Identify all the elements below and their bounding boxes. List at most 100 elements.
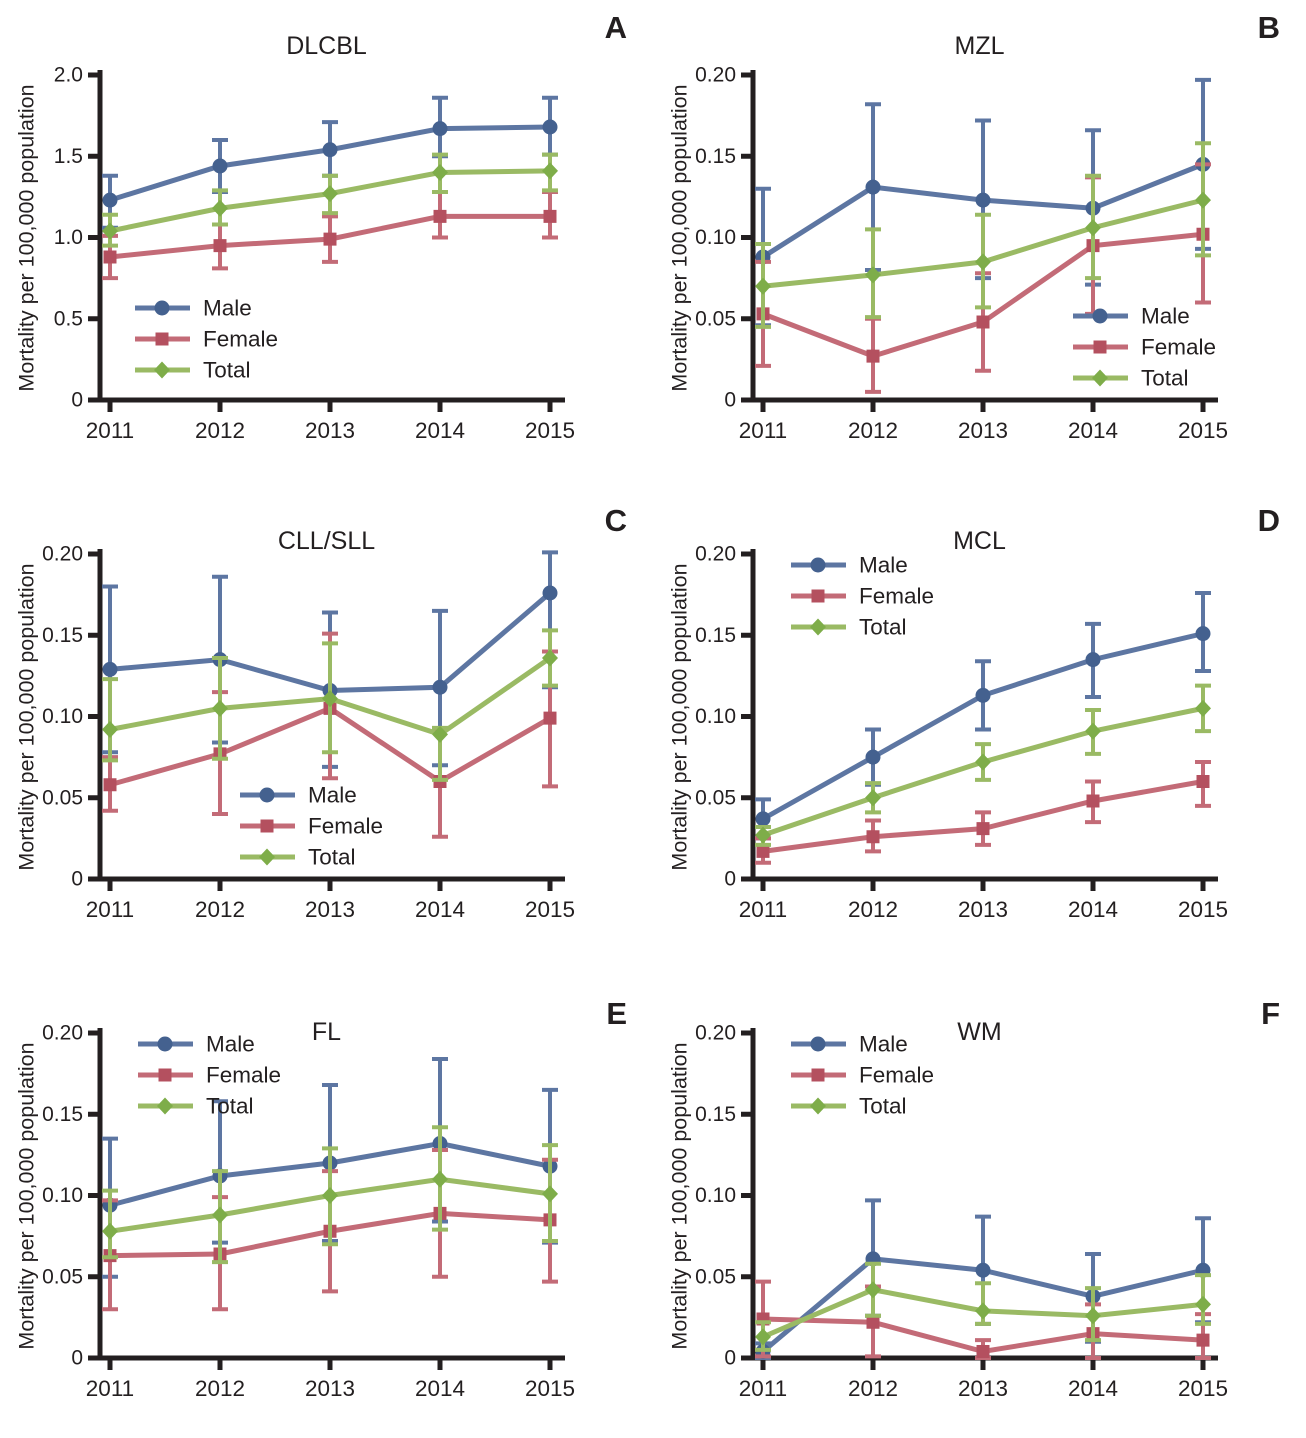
panel-wm: 0 0.05 0.10 0.15 0.20 2011 2012 2013 2014 2015 Mal… xyxy=(653,958,1306,1437)
x-tick-label: 2015 xyxy=(1178,897,1228,922)
x-tick-label: 2012 xyxy=(195,897,245,922)
marker-circle xyxy=(432,121,448,137)
marker-diamond xyxy=(1085,1307,1101,1325)
marker-square xyxy=(260,819,274,833)
marker-circle xyxy=(102,192,118,208)
y-axis-label: Mortality per 100,000 population xyxy=(667,1042,692,1350)
marker-diamond xyxy=(212,699,228,717)
y-axis-label: Mortality per 100,000 population xyxy=(667,563,692,871)
legend-label: Male xyxy=(308,783,357,808)
legend: Male Female Total xyxy=(138,1032,281,1119)
marker-square xyxy=(976,822,990,836)
x-tick-label: 2014 xyxy=(415,418,465,443)
x-tick-label: 2015 xyxy=(525,1376,575,1401)
legend-marker-male xyxy=(154,300,170,316)
marker-square xyxy=(1093,340,1107,354)
legend-label: Male xyxy=(1141,304,1190,329)
marker-square xyxy=(543,711,557,725)
marker-circle xyxy=(810,1036,826,1052)
legend-label: Female xyxy=(1141,335,1216,360)
panel-cll-sll: 0 0.05 0.10 0.15 0.20 2011 2012 2013 2014 2015 Mal… xyxy=(0,479,653,958)
legend-marker-female xyxy=(158,1068,172,1082)
panel-title: FL xyxy=(311,1018,342,1046)
marker-square xyxy=(976,1345,990,1358)
x-tick-label: 2015 xyxy=(1178,418,1228,443)
legend-marker-total xyxy=(259,848,275,866)
marker-circle xyxy=(259,787,275,803)
y-tick-label: 0.20 xyxy=(695,64,736,87)
marker-diamond xyxy=(102,222,118,240)
marker-square xyxy=(866,830,880,844)
legend-marker-male xyxy=(1092,308,1108,324)
legend-label: Female xyxy=(203,327,278,352)
marker-diamond xyxy=(1092,369,1108,387)
marker-square xyxy=(155,332,169,346)
x-tick-label: 2013 xyxy=(305,1376,355,1401)
x-tick-label: 2013 xyxy=(305,897,355,922)
marker-square xyxy=(756,844,770,858)
marker-circle xyxy=(432,679,448,695)
marker-circle xyxy=(1195,626,1211,642)
x-tick-label: 2013 xyxy=(958,1376,1008,1401)
panel-letter: F xyxy=(1261,996,1280,1031)
series-markers-total xyxy=(102,649,558,743)
panel-mzl: 0 0.05 0.10 0.15 0.20 2011 2012 2013 2014 2015 Mal… xyxy=(653,0,1306,479)
series-markers-female xyxy=(103,209,557,264)
marker-diamond xyxy=(157,1097,173,1115)
x-tick-label: 2012 xyxy=(848,418,898,443)
y-axis-label: Mortality per 100,000 population xyxy=(14,84,39,392)
x-tick-label: 2011 xyxy=(86,418,134,443)
legend-label: Total xyxy=(1141,366,1189,391)
x-tick-label: 2011 xyxy=(739,897,787,922)
legend-label: Total xyxy=(308,845,356,870)
marker-diamond xyxy=(865,266,881,284)
marker-diamond xyxy=(975,1302,991,1320)
legend: Male Female Total xyxy=(791,553,934,640)
legend-marker-female xyxy=(811,589,825,603)
marker-diamond xyxy=(432,725,448,743)
panel-wm-chart: 0 0.05 0.10 0.15 0.20 2011 2012 2013 2014 2015 Mal… xyxy=(695,1022,1228,1402)
marker-diamond xyxy=(212,1206,228,1224)
legend-marker-male xyxy=(259,787,275,803)
panel-cll-sll-chart: 0 0.05 0.10 0.15 0.20 2011 2012 2013 2014 2015 Mal… xyxy=(42,543,575,923)
marker-square xyxy=(1196,775,1210,788)
x-tick-label: 2014 xyxy=(415,1376,465,1401)
marker-square xyxy=(323,232,337,246)
axes xyxy=(741,70,1218,412)
series-markers-total xyxy=(102,1170,558,1240)
marker-circle xyxy=(975,687,991,703)
series-markers-total xyxy=(755,1281,1211,1346)
panel-fl-chart: 0 0.05 0.10 0.15 0.20 2011 2012 2013 2014 2015 Mal… xyxy=(42,1022,575,1402)
x-tick-label: 2013 xyxy=(305,418,355,443)
marker-diamond xyxy=(810,1097,826,1115)
legend-marker-male xyxy=(157,1036,173,1052)
marker-square xyxy=(433,209,447,223)
legend-label: Total xyxy=(859,615,907,640)
legend-label: Female xyxy=(308,814,383,839)
legend-marker-total xyxy=(810,618,826,636)
axes xyxy=(88,70,565,412)
marker-square xyxy=(1086,794,1100,808)
panel-title: MCL xyxy=(953,527,1006,555)
marker-diamond xyxy=(755,826,771,844)
marker-square xyxy=(103,778,117,792)
y-tick-label: 0.05 xyxy=(695,786,736,809)
marker-square xyxy=(158,1068,172,1082)
marker-square xyxy=(866,1315,880,1329)
marker-circle xyxy=(810,557,826,573)
panel-title: WM xyxy=(957,1018,1002,1046)
y-tick-label: 0.15 xyxy=(695,624,736,647)
marker-diamond xyxy=(542,162,558,180)
y-tick-label: 0.10 xyxy=(42,1184,83,1207)
marker-diamond xyxy=(1195,191,1211,209)
x-tick-label: 2012 xyxy=(195,418,245,443)
y-tick-label: 0.20 xyxy=(695,543,736,566)
y-tick-label: 1.5 xyxy=(54,145,83,168)
marker-square xyxy=(866,349,880,363)
marker-diamond xyxy=(810,618,826,636)
marker-square xyxy=(543,209,557,223)
marker-circle xyxy=(157,1036,173,1052)
marker-diamond xyxy=(102,1222,118,1240)
legend: Male Female Total xyxy=(240,783,383,870)
y-axis-label: Mortality per 100,000 population xyxy=(667,84,692,392)
